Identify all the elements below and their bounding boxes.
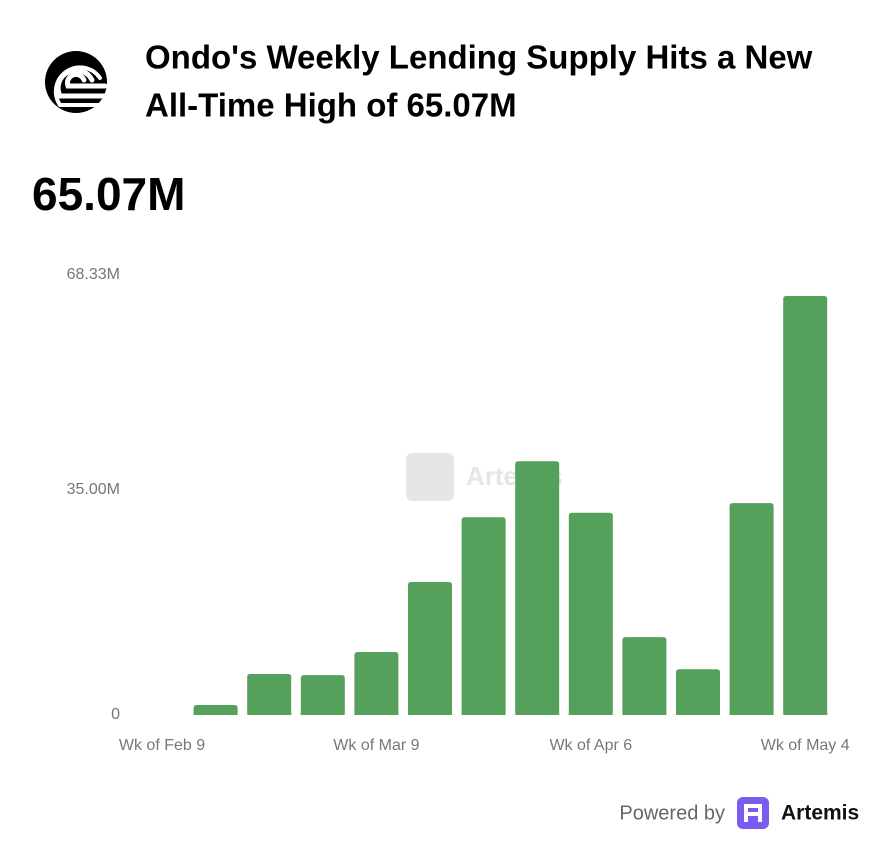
bar — [676, 669, 720, 715]
powered-by: Powered by — [619, 802, 725, 824]
bar — [354, 652, 399, 715]
bar — [729, 503, 774, 715]
y-tick-label: 35.00M — [67, 481, 120, 498]
bar — [300, 675, 345, 715]
bar — [247, 673, 292, 715]
bar — [568, 512, 613, 715]
x-tick-label: Wk of May 4 — [761, 737, 850, 754]
headline-value: 65.07M — [32, 168, 185, 220]
y-tick-label: 68.33M — [67, 266, 120, 283]
y-tick-label: 0 — [111, 706, 120, 723]
bar — [461, 517, 506, 715]
x-tick-label: Wk of Apr 6 — [549, 737, 632, 754]
x-tick-label: Wk of Mar 9 — [333, 737, 419, 754]
bar — [515, 461, 560, 715]
bar — [193, 705, 238, 715]
logo — [45, 51, 108, 113]
brand-icon-glyph — [744, 804, 762, 822]
title: All-Time High of 65.07M — [145, 87, 517, 124]
bar — [408, 582, 452, 715]
brand: Artemis — [781, 802, 859, 825]
bar — [783, 295, 828, 715]
x-tick-label: Wk of Feb 9 — [119, 737, 205, 754]
title: Ondo's Weekly Lending Supply Hits a New — [145, 39, 813, 76]
bar — [622, 637, 667, 715]
